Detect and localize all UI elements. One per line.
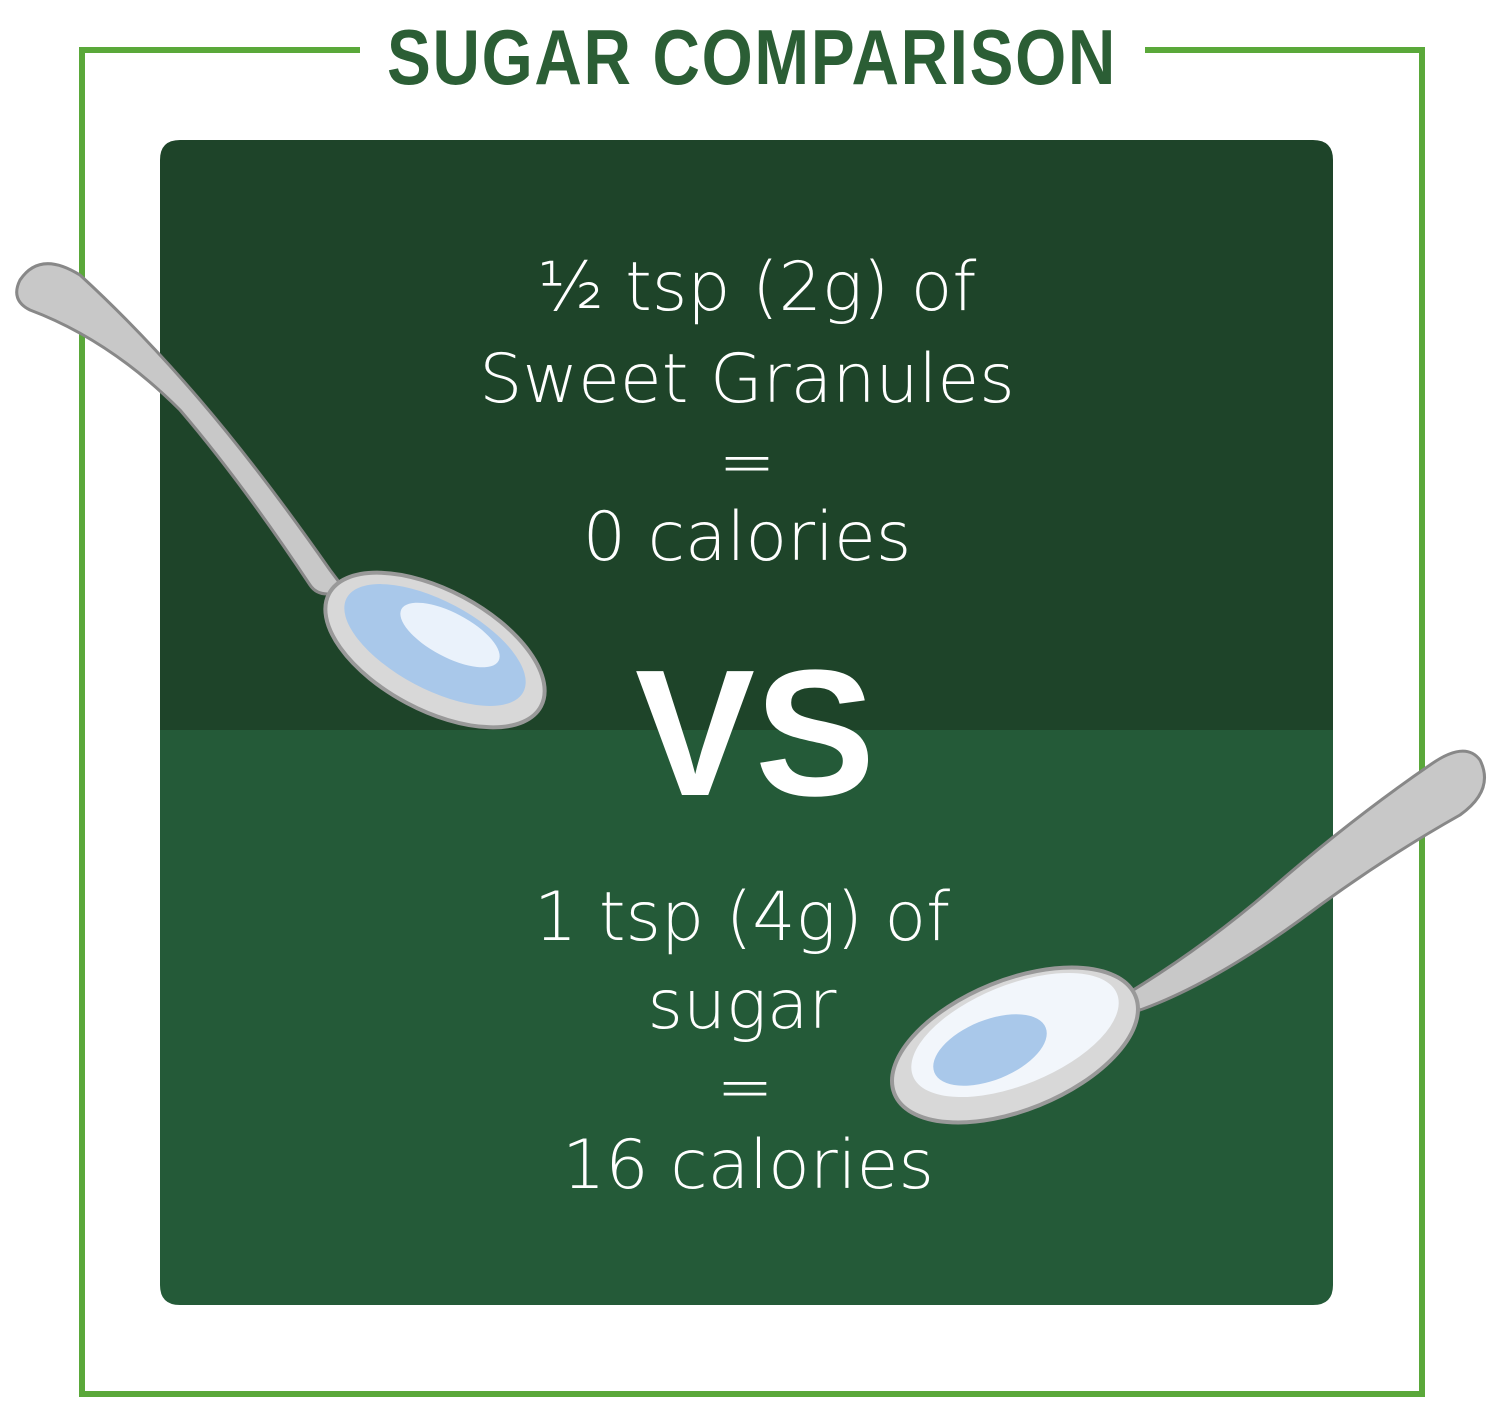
bottom-line: 16 calories (562, 1126, 934, 1205)
spoon-right (890, 749, 1486, 1125)
top-line: 0 calories (583, 498, 912, 577)
top-line: ½ tsp (2g) of (538, 248, 977, 327)
bottom-line: 1 tsp (4g) of (534, 878, 950, 957)
title: SUGAR COMPARISON (387, 13, 1117, 101)
top-line: = (719, 423, 776, 502)
top-panel (160, 140, 1333, 730)
top-line: Sweet Granules (479, 340, 1014, 419)
spoon-left (15, 262, 547, 730)
bottom-line: = (717, 1048, 774, 1127)
bottom-panel (160, 730, 1333, 1305)
vs-label: VS (635, 633, 875, 834)
bottom-line: sugar (648, 966, 837, 1045)
title-backdrop (360, 20, 1145, 90)
